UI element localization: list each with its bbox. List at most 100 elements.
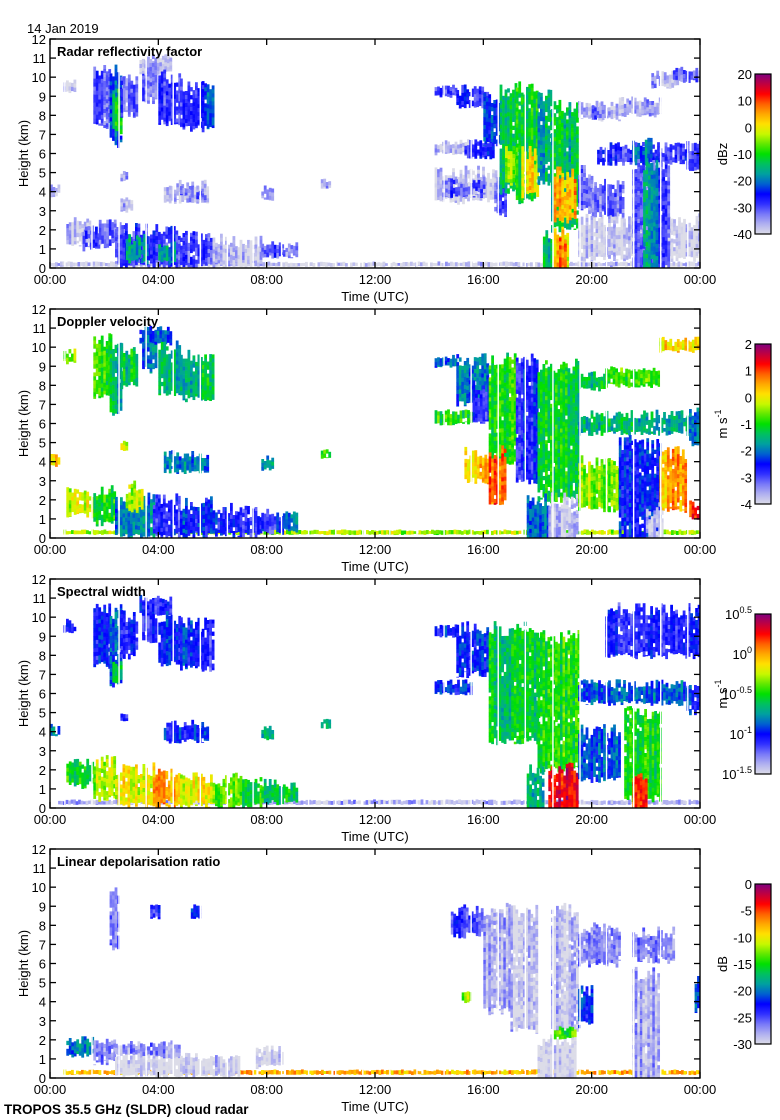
radar-pixel (175, 234, 179, 239)
radar-pixel (693, 233, 696, 238)
radar-pixel (499, 112, 503, 117)
radar-pixel (563, 179, 567, 185)
radar-pixel (98, 223, 102, 229)
radar-pixel (545, 230, 549, 235)
radar-pixel (588, 198, 591, 203)
radar-pixel (594, 194, 597, 199)
radar-pixel (520, 196, 524, 201)
radar-pixel (566, 176, 570, 181)
radar-pixel (614, 193, 617, 198)
radar-pixel (623, 222, 626, 227)
radar-pixel (95, 110, 99, 115)
radar-pixel (207, 233, 211, 238)
radar-pixel (628, 256, 631, 259)
radar-pixel (507, 104, 510, 109)
radar-pixel (127, 82, 131, 87)
radar-pixel (295, 263, 298, 267)
radar-pixel (558, 111, 562, 117)
radar-pixel (128, 258, 132, 263)
radar-pixel (553, 113, 557, 118)
radar-pixel (553, 121, 557, 126)
radar-pixel (637, 195, 641, 200)
radar-pixel (202, 247, 206, 253)
radar-pixel (530, 107, 534, 112)
radar-pixel (160, 95, 164, 100)
radar-pixel (563, 191, 567, 197)
radar-pixel (537, 176, 541, 181)
radar-pixel (568, 146, 572, 151)
radar-pixel (112, 136, 115, 141)
radar-pixel (180, 249, 183, 254)
radar-pixel (50, 196, 53, 198)
radar-pixel (614, 155, 618, 160)
radar-pixel (530, 135, 534, 140)
radar-pixel (639, 149, 643, 154)
radar-pixel (528, 196, 532, 200)
radar-pixel (559, 241, 562, 246)
radar-pixel (590, 220, 594, 225)
radar-pixel (556, 125, 559, 130)
radar-pixel (158, 256, 162, 261)
radar-pixel (491, 142, 495, 147)
radar-pixel (556, 133, 559, 138)
radar-pixel (178, 73, 182, 78)
radar-pixel (122, 88, 126, 93)
radar-pixel (121, 229, 125, 234)
radar-pixel (576, 154, 579, 159)
radar-pixel (222, 256, 226, 261)
radar-pixel (568, 158, 572, 163)
radar-pixel (486, 155, 490, 157)
radar-pixel (158, 103, 162, 108)
radar-pixel (576, 126, 579, 131)
radar-pixel (697, 70, 700, 75)
radar-pixel (680, 66, 684, 72)
echo-region (158, 241, 177, 265)
radar-pixel (556, 117, 559, 122)
radar-pixel (122, 108, 126, 112)
radar-pixel (690, 75, 694, 80)
radar-pixel (630, 233, 634, 238)
radar-pixel (573, 215, 577, 220)
radar-pixel (127, 114, 131, 117)
radar-pixel (547, 262, 551, 267)
radar-pixel (465, 183, 468, 188)
radar-pixel (599, 106, 602, 111)
radar-pixel (454, 176, 458, 181)
radar-pixel (135, 239, 139, 244)
radar-pixel (518, 149, 522, 154)
radar-pixel (209, 105, 212, 110)
radar-pixel (568, 138, 572, 143)
radar-pixel (510, 151, 513, 156)
radar-pixel (610, 230, 614, 235)
radar-pixel (520, 104, 524, 109)
radar-pixel (435, 263, 438, 267)
radar-pixel (472, 196, 476, 198)
radar-pixel (490, 266, 493, 267)
radar-pixel (568, 197, 572, 202)
radar-pixel (477, 165, 480, 170)
radar-pixel (634, 221, 638, 226)
radar-pixel (634, 225, 638, 230)
radar-pixel (561, 229, 565, 234)
radar-pixel (613, 252, 616, 257)
radar-pixel (160, 233, 164, 239)
radar-pixel (185, 119, 188, 124)
radar-pixel (464, 145, 468, 151)
radar-pixel (520, 96, 524, 101)
radar-pixel (227, 248, 231, 253)
radar-pixel (81, 224, 85, 229)
radar-pixel (628, 232, 631, 237)
radar-pixel (242, 255, 245, 261)
radar-pixel (85, 265, 88, 267)
radar-pixel (183, 196, 187, 201)
radar-pixel (158, 95, 162, 100)
radar-pixel (135, 84, 139, 89)
radar-pixel (455, 262, 458, 267)
radar-pixel (583, 245, 586, 250)
radar-pixel (158, 75, 162, 80)
radar-pixel (106, 235, 110, 240)
radar-pixel (588, 202, 591, 207)
radar-pixel (405, 262, 408, 267)
radar-pixel (533, 152, 537, 157)
radar-pixel (165, 99, 169, 104)
